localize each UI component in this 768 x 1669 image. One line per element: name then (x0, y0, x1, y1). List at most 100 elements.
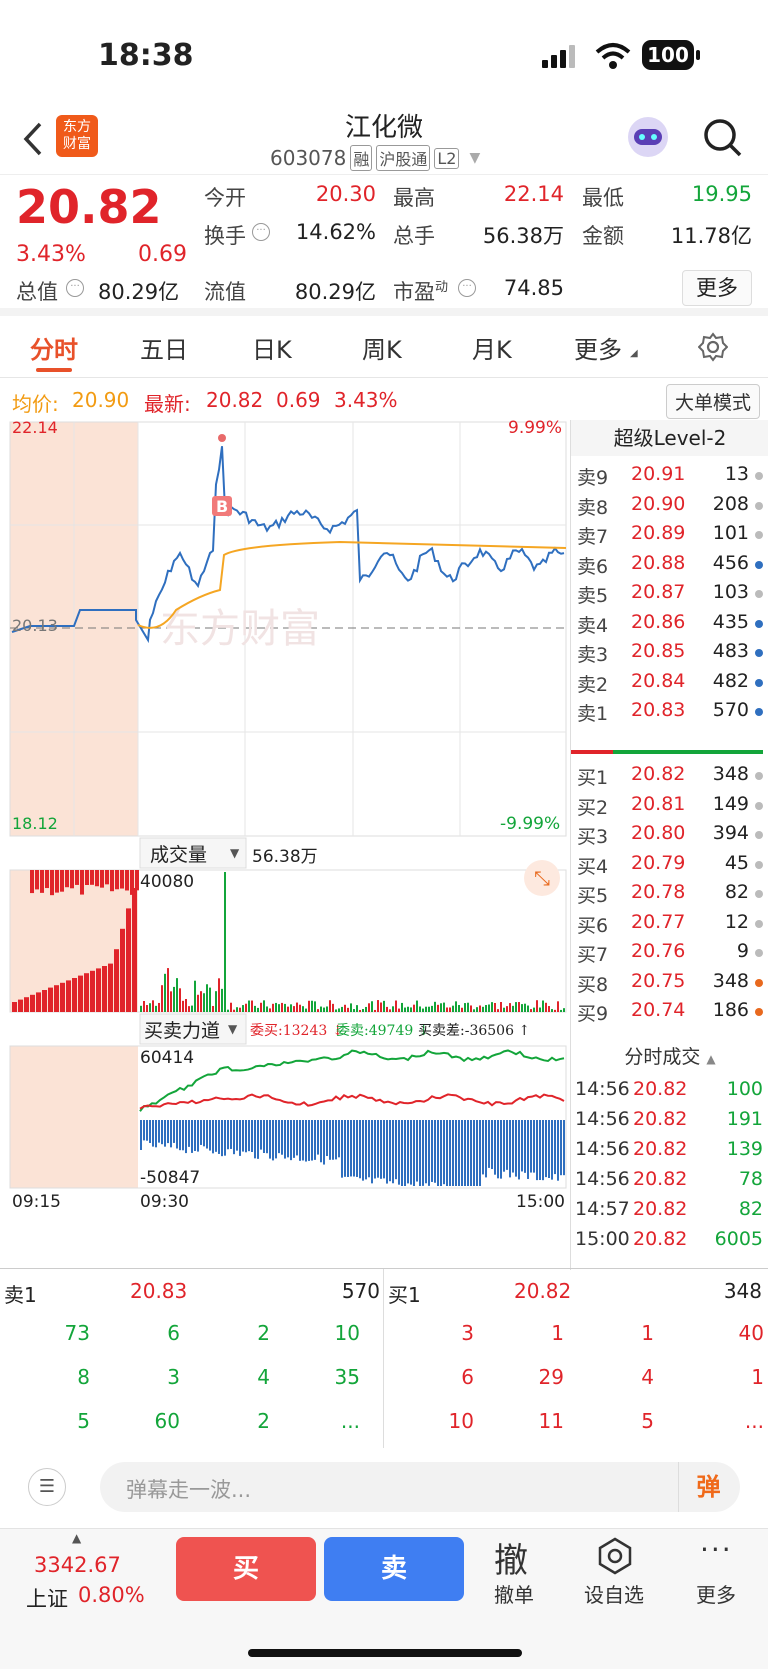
sell-level-row[interactable]: 卖1 20.83 570 (571, 696, 768, 727)
float-label: 流值 (204, 280, 246, 304)
vol-bar (293, 1006, 295, 1012)
tab-weekly[interactable]: 周K (362, 336, 402, 364)
vol-bar (338, 1008, 340, 1012)
vol-bar (45, 870, 49, 889)
sell-level-row[interactable]: 卖9 20.91 13 (571, 460, 768, 491)
info-icon[interactable]: ··· (66, 279, 84, 297)
queue-sell-cell: 10 (334, 1321, 360, 1345)
force-bar (242, 1120, 244, 1152)
vol-bar (341, 1006, 343, 1012)
queue-sell-cell: 73 (64, 1321, 90, 1345)
sell-level-row[interactable]: 卖5 20.87 103 (571, 578, 768, 609)
level-volume: 101 (712, 522, 749, 544)
buy-level-row[interactable]: 买2 20.81 149 (571, 790, 768, 821)
tab-intraday[interactable]: 分时 (30, 336, 78, 364)
sell-button[interactable]: 卖 (324, 1537, 464, 1601)
buy-level-row[interactable]: 买8 20.75 348 (571, 967, 768, 998)
more-dots-icon[interactable]: ··· (700, 1533, 733, 1566)
buy-marker[interactable] (212, 496, 232, 516)
force-bar (485, 1120, 487, 1178)
danmu-list-icon[interactable]: ☰ (28, 1468, 66, 1506)
buy-level-row[interactable]: 买5 20.78 82 (571, 878, 768, 909)
pct-min: -9.99% (500, 814, 561, 834)
buy-level-row[interactable]: 买6 20.77 12 (571, 908, 768, 939)
sell-level-row[interactable]: 卖4 20.86 435 (571, 608, 768, 639)
more-label[interactable]: 更多 (696, 1583, 736, 1607)
queue-sell-cell: 60 (154, 1409, 180, 1433)
index-value[interactable]: 3342.67 (34, 1553, 121, 1577)
dropdown-icon[interactable]: ▼ (469, 150, 481, 166)
ticks-title[interactable]: 分时成交 ▲ (624, 1046, 716, 1068)
vol-bar (467, 1002, 469, 1012)
force-bar (191, 1120, 193, 1153)
sell-level-row[interactable]: 卖7 20.89 101 (571, 519, 768, 550)
vol-bar (80, 870, 84, 895)
force-bar (197, 1120, 199, 1152)
more-data-button[interactable]: 更多 (682, 270, 752, 306)
robot-icon[interactable] (628, 117, 668, 157)
intraday-chart[interactable]: 东方财富 B 22.14 9.99% 20.13 18.12 -9.99% 成交… (0, 418, 570, 1270)
force-bar (383, 1120, 385, 1179)
force-bar (509, 1120, 511, 1178)
level-volume: 103 (712, 581, 749, 603)
queue-buy-cell: 1 (551, 1321, 564, 1345)
force-bar (362, 1120, 364, 1181)
tab-daily[interactable]: 日K (252, 336, 292, 364)
add-watchlist-icon[interactable] (596, 1537, 634, 1575)
force-bar (410, 1120, 412, 1185)
level-volume: 348 (712, 969, 749, 992)
settings-icon[interactable] (698, 332, 728, 362)
info-icon[interactable]: ··· (252, 223, 270, 241)
info-icon[interactable]: ··· (458, 279, 476, 297)
vol-label-button[interactable] (139, 837, 247, 869)
buy-level-row[interactable]: 买3 20.80 394 (571, 819, 768, 850)
last-label: 最新: (144, 392, 191, 416)
vol-bar (72, 978, 77, 1012)
tick-row: 15:00 20.82 6005 (571, 1225, 768, 1257)
force-bar (452, 1120, 454, 1186)
ratio-bar-green (613, 750, 763, 754)
search-icon[interactable] (702, 117, 744, 159)
vol-dropdown-icon[interactable]: ▼ (230, 846, 240, 860)
back-icon[interactable] (22, 121, 44, 157)
level2-title[interactable]: 超级Level-2 (571, 420, 768, 456)
buy-level-row[interactable]: 买4 20.79 45 (571, 849, 768, 880)
queue-buy-cell: 29 (538, 1365, 564, 1389)
force-dropdown-icon[interactable]: ▼ (228, 1022, 238, 1036)
sell-level-row[interactable]: 卖6 20.88 456 (571, 549, 768, 580)
danmu-input[interactable]: 弹幕走一波... 弹 (100, 1462, 740, 1512)
vol-bar (431, 1005, 433, 1012)
big-order-mode-button[interactable]: 大单模式 (666, 384, 761, 419)
sell-level-row[interactable]: 卖8 20.90 208 (571, 490, 768, 521)
vol-bar (362, 1009, 364, 1012)
pe-sup: 动 (435, 280, 449, 295)
vol-bar (167, 968, 169, 1012)
tab-5day[interactable]: 五日 (140, 336, 188, 364)
buy-button[interactable]: 买 (176, 1537, 316, 1601)
buy-level-row[interactable]: 买7 20.76 9 (571, 937, 768, 968)
tab-more-arrow-icon: ◢ (630, 348, 638, 359)
sell-level-row[interactable]: 卖2 20.84 482 (571, 667, 768, 698)
vol-bar (407, 1006, 409, 1012)
force-label-button[interactable] (139, 1013, 247, 1045)
sell-level-row[interactable]: 卖3 20.85 483 (571, 637, 768, 668)
tab-monthly[interactable]: 月K (472, 336, 512, 364)
vol-bar (218, 978, 220, 1012)
level-dot-icon (755, 919, 763, 928)
cancel-icon[interactable]: 撤 (494, 1541, 528, 1581)
danmu-send-icon[interactable]: 弹 (678, 1462, 738, 1512)
force-bar (548, 1120, 550, 1178)
level-price: 20.79 (631, 851, 686, 874)
cancel-label[interactable]: 撤单 (494, 1583, 534, 1607)
vol-bar (140, 1005, 142, 1012)
vol-bar (554, 1009, 556, 1012)
vol-bar (344, 1004, 346, 1012)
expand-icon[interactable]: ⤡ (524, 860, 560, 896)
watchlist-label[interactable]: 设自选 (584, 1583, 644, 1607)
app-logo[interactable]: 东方 财富 (56, 115, 98, 157)
buy-level-row[interactable]: 买9 20.74 186 (571, 996, 768, 1027)
force-bar (188, 1120, 190, 1147)
tab-more[interactable]: 更多 (574, 336, 622, 364)
buy-level-row[interactable]: 买1 20.82 348 (571, 760, 768, 791)
tick-volume: 191 (726, 1108, 763, 1130)
